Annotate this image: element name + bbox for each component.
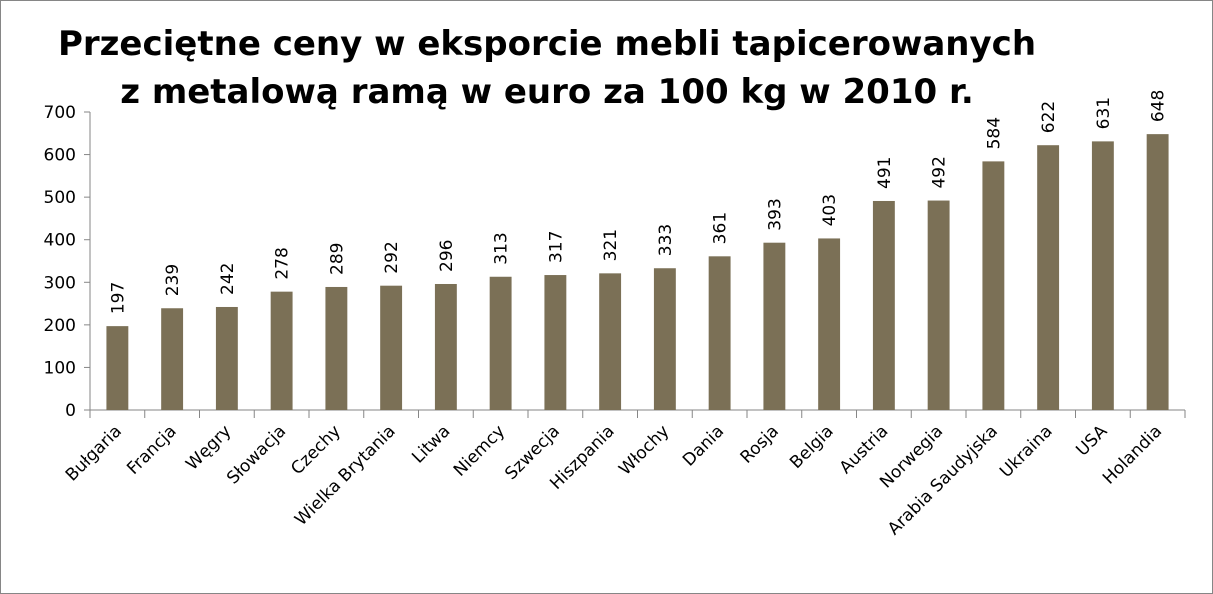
value-label: 317 [546,231,566,263]
y-tick-label: 0 [65,401,76,421]
y-tick-label: 100 [44,358,76,378]
bar [1037,145,1060,410]
value-label: 239 [163,264,183,296]
value-label: 296 [437,240,457,272]
value-label: 313 [492,232,512,264]
bar [215,306,238,410]
bar [380,285,403,410]
bar [325,286,348,410]
bar [818,238,841,410]
y-tick-label: 200 [44,316,76,336]
value-label: 197 [108,282,128,314]
value-label: 403 [820,194,840,226]
bar [708,256,731,410]
value-label: 584 [984,117,1004,149]
bar [763,242,786,410]
bar [927,200,950,410]
value-label: 361 [711,212,731,244]
value-label: 321 [601,229,621,261]
value-label: 278 [273,247,293,279]
value-label: 393 [765,198,785,230]
chart-title: z metalową ramą w euro za 100 kg w 2010 … [120,72,974,112]
y-tick-label: 700 [44,103,76,123]
bar [434,283,457,410]
value-label: 289 [327,243,347,275]
bar [489,276,512,410]
bar [982,161,1005,410]
y-tick-label: 600 [44,146,76,166]
bar [1146,134,1169,410]
value-label: 292 [382,241,402,273]
value-label: 648 [1149,90,1169,122]
bar [161,308,184,410]
bar [1091,141,1114,411]
value-label: 492 [930,156,950,188]
bar [653,268,676,410]
bar [872,200,895,410]
value-label: 622 [1039,101,1059,133]
bar [599,273,622,410]
value-label: 631 [1094,97,1114,129]
bar [270,291,293,410]
chart-title: Przeciętne ceny w eksporcie mebli tapice… [58,24,1036,64]
bar [544,275,567,410]
bar [106,326,129,410]
y-tick-label: 400 [44,231,76,251]
y-tick-label: 500 [44,188,76,208]
y-tick-label: 300 [44,273,76,293]
value-label: 242 [218,263,238,295]
value-label: 333 [656,224,676,256]
value-label: 491 [875,157,895,189]
